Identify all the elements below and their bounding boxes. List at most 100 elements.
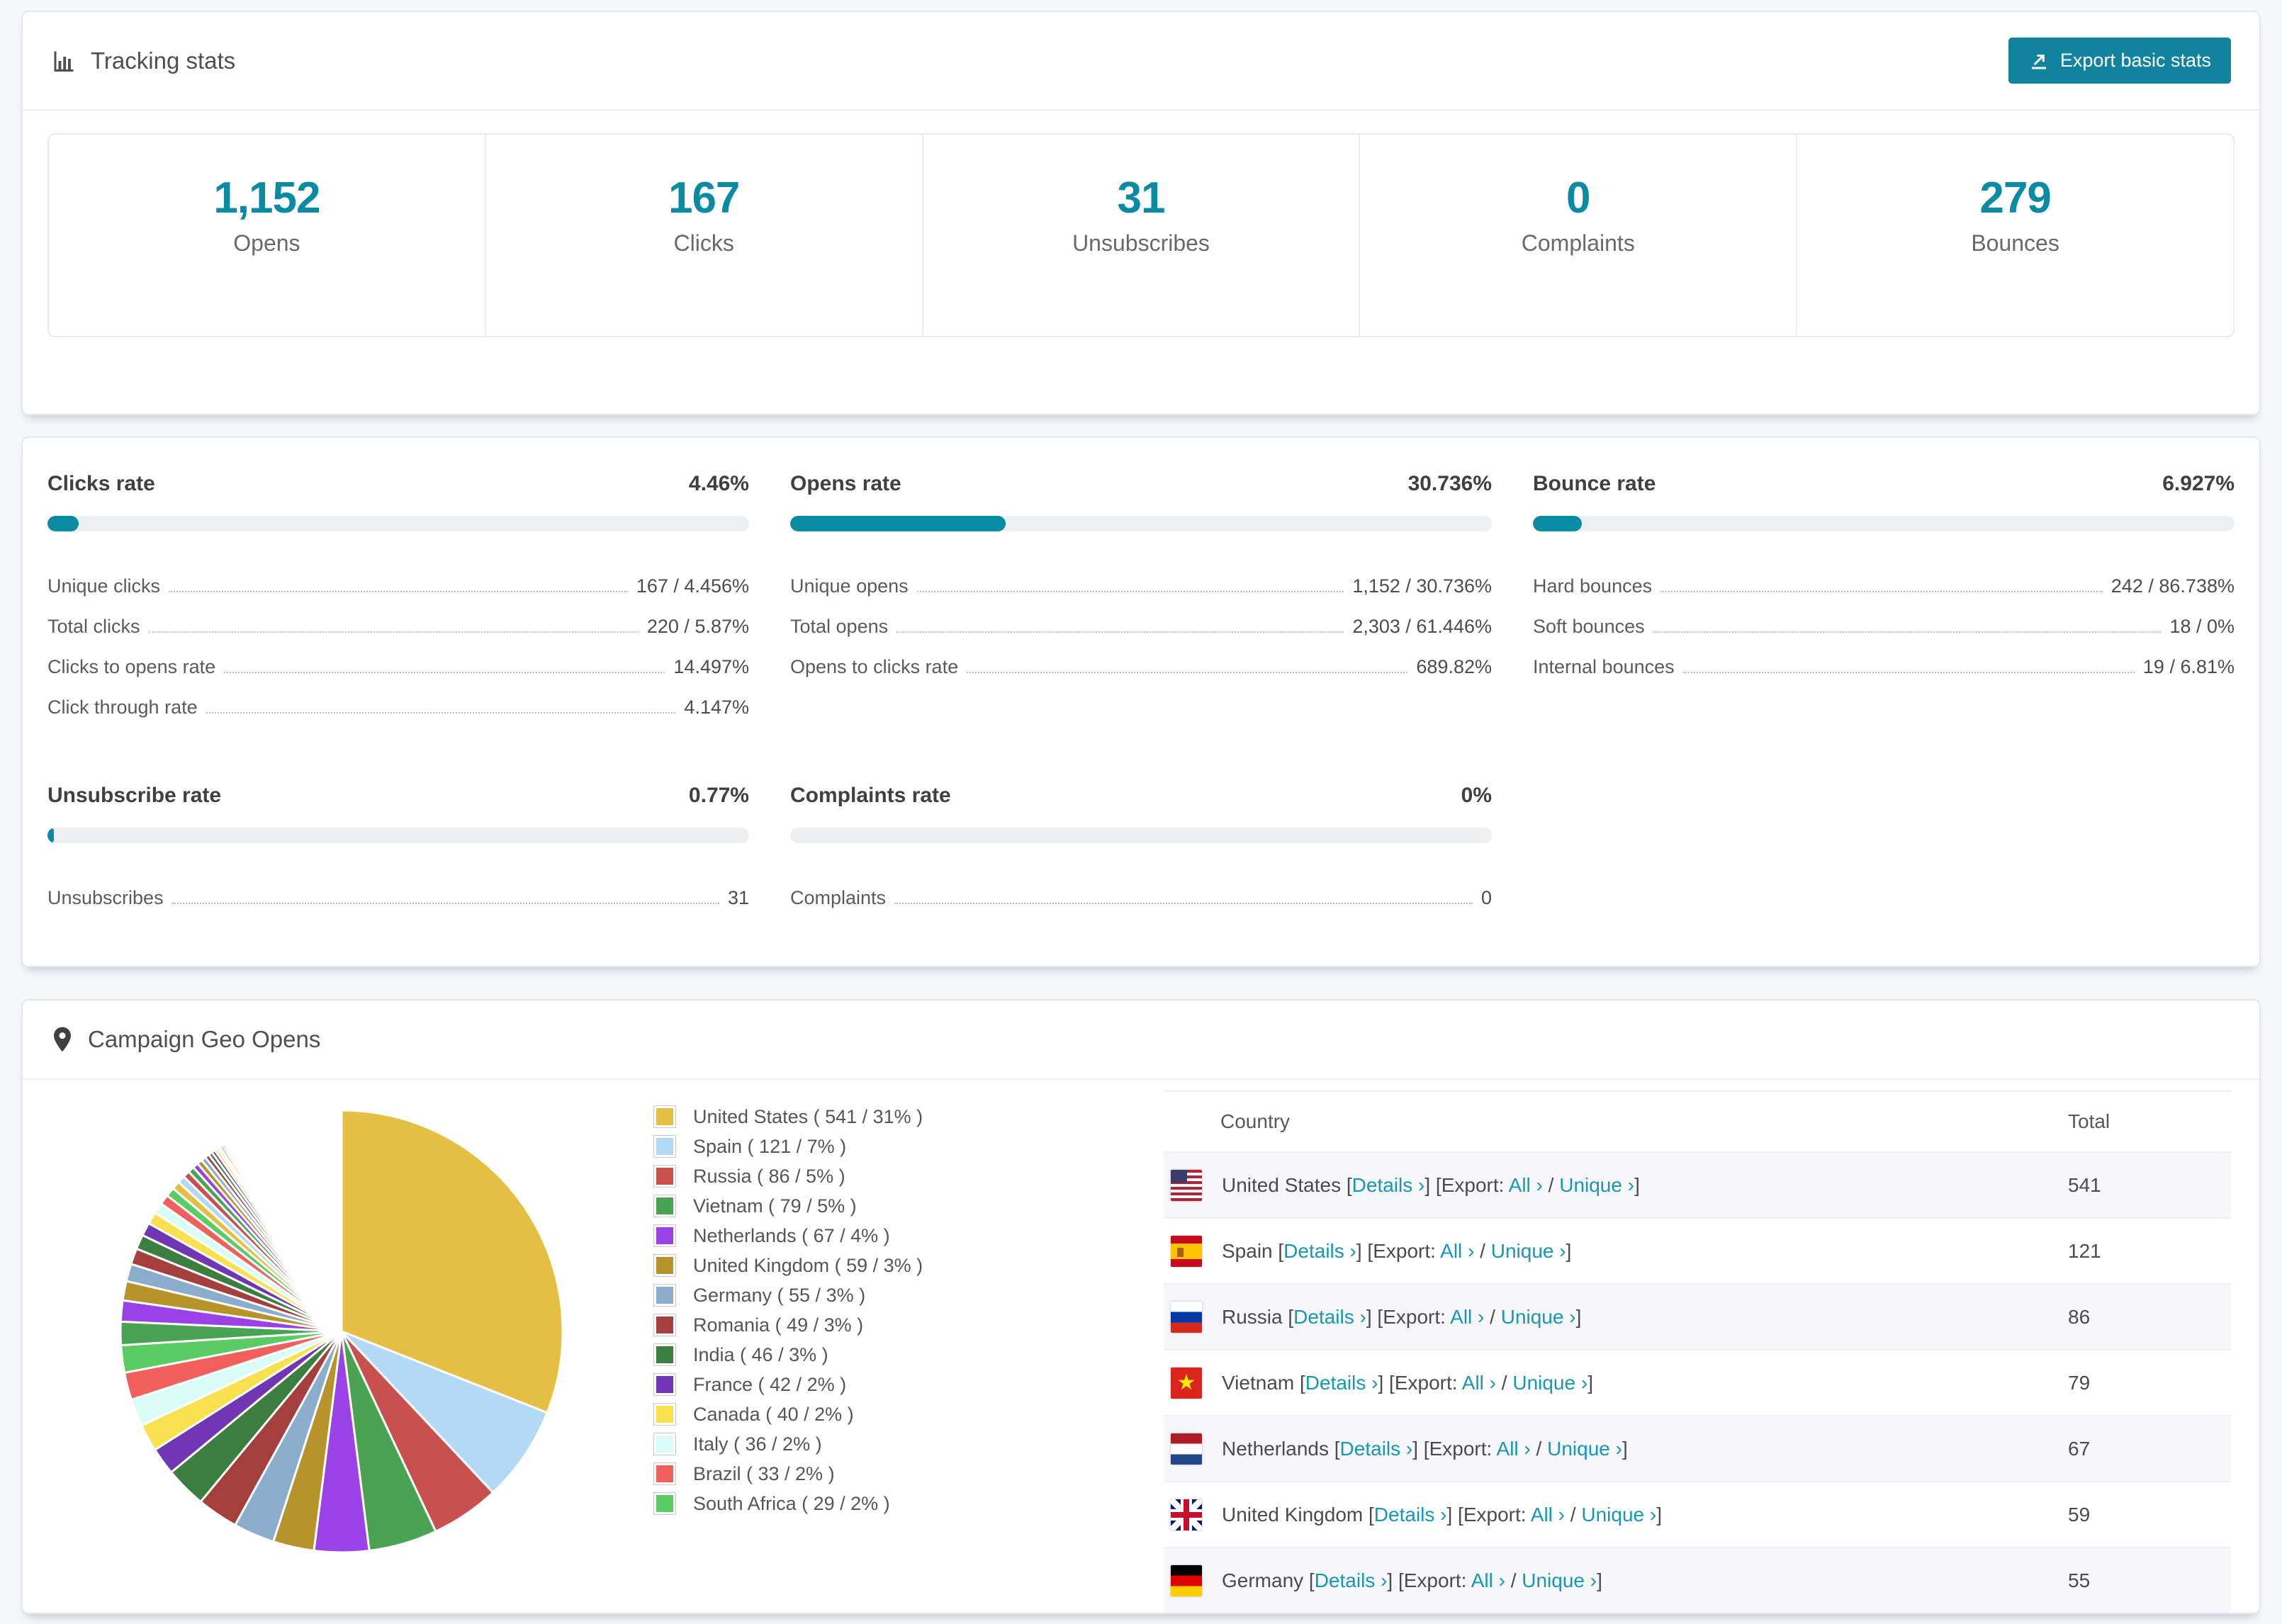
rate-section-bounce-rate: Bounce rate 6.927% Hard bounces 242 / 86.73… — [1533, 472, 2235, 718]
country-cell: United States [Details ›] [Export: All ›… — [1164, 1169, 2068, 1201]
export-basic-stats-button[interactable]: Export basic stats — [2008, 38, 2231, 84]
legend-label: Spain ( 121 / 7% ) — [693, 1135, 847, 1157]
legend-item[interactable]: Spain ( 121 / 7% ) — [653, 1132, 1022, 1161]
legend-swatch — [653, 1343, 676, 1366]
rate-row-label: Total opens — [790, 616, 889, 637]
geo-table-header: Country Total — [1164, 1090, 2231, 1153]
details-link[interactable]: Details › — [1283, 1239, 1356, 1262]
legend-item[interactable]: Romania ( 49 / 3% ) — [653, 1310, 1022, 1340]
export-all-link[interactable]: All › — [1471, 1569, 1505, 1591]
legend-item[interactable]: Germany ( 55 / 3% ) — [653, 1280, 1022, 1310]
rate-row-value: 689.82% — [1416, 656, 1492, 677]
rate-section-clicks-rate: Clicks rate 4.46% Unique clicks 167 / 4.456… — [47, 472, 749, 718]
dotted-leader — [1660, 591, 2103, 592]
legend-swatch — [653, 1105, 676, 1128]
export-unique-link[interactable]: Unique › — [1559, 1173, 1635, 1196]
rate-row-label: Opens to clicks rate — [790, 656, 959, 677]
bar-chart-icon — [51, 48, 77, 74]
rate-row-label: Internal bounces — [1533, 656, 1675, 677]
export-all-link[interactable]: All › — [1496, 1437, 1531, 1460]
total-cell: 59 — [2068, 1503, 2091, 1526]
legend-item[interactable]: Russia ( 86 / 5% ) — [653, 1161, 1022, 1191]
dotted-leader — [1682, 672, 2135, 673]
stat-label: Opens — [233, 230, 300, 256]
flag-de-icon — [1171, 1564, 1202, 1596]
rate-row: Opens to clicks rate 689.82% — [790, 638, 1492, 678]
export-all-link[interactable]: All › — [1530, 1503, 1566, 1526]
rate-row: Unique clicks 167 / 4.456% — [47, 557, 749, 597]
rate-row-label: Hard bounces — [1533, 575, 1653, 597]
export-unique-link[interactable]: Unique › — [1490, 1239, 1566, 1262]
legend-item[interactable]: United States ( 541 / 31% ) — [653, 1102, 1022, 1132]
rate-row-value: 167 / 4.456% — [636, 575, 749, 597]
export-all-link[interactable]: All › — [1450, 1305, 1485, 1328]
pie-slice-united-states[interactable] — [340, 1109, 564, 1414]
rate-row-label: Unique opens — [790, 575, 909, 597]
legend-swatch — [653, 1165, 676, 1188]
legend-item[interactable]: South Africa ( 29 / 2% ) — [653, 1489, 1022, 1518]
rate-rows: Unique opens 1,152 / 30.736% Total opens 2,… — [790, 557, 1492, 678]
export-unique-link[interactable]: Unique › — [1522, 1569, 1597, 1591]
progress-bar — [47, 516, 749, 531]
table-row: Vietnam [Details ›] [Export: All › / Uni… — [1164, 1350, 2231, 1416]
stat-label: Complaints — [1521, 230, 1635, 256]
pie-slice-other[interactable] — [242, 1132, 343, 1333]
export-unique-link[interactable]: Unique › — [1512, 1371, 1588, 1394]
rate-row-label: Click through rate — [47, 697, 198, 718]
legend-label: India ( 46 / 3% ) — [693, 1343, 828, 1365]
legend-item[interactable]: Netherlands ( 67 / 4% ) — [653, 1221, 1022, 1251]
rate-row-label: Complaints — [790, 887, 887, 908]
export-unique-link[interactable]: Unique › — [1581, 1503, 1657, 1526]
country-cell: Russia [Details ›] [Export: All › / Uniq… — [1164, 1301, 2068, 1333]
details-link[interactable]: Details › — [1339, 1437, 1413, 1460]
legend-item[interactable]: United Kingdom ( 59 / 3% ) — [653, 1251, 1022, 1280]
export-all-link[interactable]: All › — [1440, 1239, 1475, 1262]
progress-bar-fill — [790, 516, 1006, 531]
column-header-country: Country — [1220, 1110, 1291, 1132]
legend-swatch — [653, 1135, 676, 1158]
rate-title: Clicks rate — [47, 472, 155, 495]
legend-item[interactable]: Vietnam ( 79 / 5% ) — [653, 1191, 1022, 1221]
geo-pie-chart[interactable] — [115, 1105, 583, 1613]
legend-swatch — [653, 1433, 676, 1455]
dotted-leader — [224, 672, 665, 673]
rate-value: 0% — [1461, 784, 1492, 807]
legend-label: South Africa ( 29 / 2% ) — [693, 1492, 890, 1514]
rate-section-header: Bounce rate 6.927% — [1533, 472, 2235, 496]
country-links: Spain [Details ›] [Export: All › / Uniqu… — [1222, 1239, 1572, 1262]
legend-label: Italy ( 36 / 2% ) — [693, 1433, 822, 1455]
legend-swatch — [653, 1284, 676, 1307]
details-link[interactable]: Details › — [1351, 1173, 1425, 1196]
stat-label: Unsubscribes — [1072, 230, 1210, 256]
tracking-stats-title-text: Tracking stats — [91, 47, 236, 74]
legend-swatch — [653, 1462, 676, 1485]
details-link[interactable]: Details › — [1373, 1503, 1447, 1526]
rate-section-header: Opens rate 30.736% — [790, 472, 1492, 496]
legend-item[interactable]: Brazil ( 33 / 2% ) — [653, 1459, 1022, 1489]
legend-label: United Kingdom ( 59 / 3% ) — [693, 1254, 923, 1276]
tracking-stats-title: Tracking stats — [51, 47, 235, 74]
geo-content: United States ( 541 / 31% ) Spain ( 121 /… — [23, 1080, 2259, 1613]
rate-row-value: 18 / 0% — [2169, 616, 2235, 637]
total-cell: 55 — [2068, 1569, 2091, 1591]
legend-item[interactable]: France ( 42 / 2% ) — [653, 1370, 1022, 1399]
dotted-leader — [1653, 631, 2162, 633]
stat-value: 279 — [1979, 174, 2051, 222]
legend-item[interactable]: Canada ( 40 / 2% ) — [653, 1399, 1022, 1429]
rate-row-label: Unique clicks — [47, 575, 161, 597]
geo-opens-title: Campaign Geo Opens — [51, 1026, 320, 1053]
details-link[interactable]: Details › — [1293, 1305, 1366, 1328]
legend-item[interactable]: Italy ( 36 / 2% ) — [653, 1429, 1022, 1459]
export-unique-link[interactable]: Unique › — [1547, 1437, 1622, 1460]
legend-item[interactable]: India ( 46 / 3% ) — [653, 1340, 1022, 1370]
geo-table-body: United States [Details ›] [Export: All ›… — [1164, 1153, 2231, 1613]
legend-label: United States ( 541 / 31% ) — [693, 1105, 923, 1127]
country-cell: Vietnam [Details ›] [Export: All › / Uni… — [1164, 1367, 2068, 1399]
export-all-link[interactable]: All › — [1461, 1371, 1496, 1394]
details-link[interactable]: Details › — [1305, 1371, 1378, 1394]
details-link[interactable]: Details › — [1314, 1569, 1388, 1591]
pie-slice-spain[interactable] — [340, 1330, 549, 1494]
export-unique-link[interactable]: Unique › — [1500, 1305, 1576, 1328]
export-all-link[interactable]: All › — [1508, 1173, 1543, 1196]
rate-rows: Complaints 0 — [790, 869, 1492, 909]
